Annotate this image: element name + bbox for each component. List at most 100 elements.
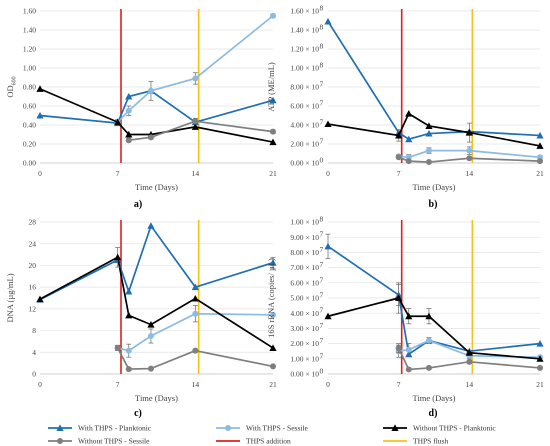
y-tick-label: 1.60 × 10 (290, 7, 319, 16)
legend-label: THPS flush (413, 437, 448, 446)
y-tick-label: 2.00 × 10 (290, 140, 319, 149)
data-point (425, 147, 432, 154)
data-point (425, 122, 433, 129)
legend-marker (225, 425, 231, 431)
data-point (536, 131, 544, 139)
y-tick-label: 0.00 × 10 (290, 370, 319, 379)
panel-label: a) (134, 199, 142, 210)
series-line (327, 20, 541, 141)
data-point (192, 75, 199, 82)
data-point (537, 158, 543, 165)
y-tick-label: 0.80 (23, 83, 36, 92)
data-point (147, 333, 154, 339)
legend-label: THPS addition (246, 437, 291, 446)
x-axis-label: Time (Days) (413, 393, 456, 403)
data-point (125, 107, 132, 114)
data-point (114, 253, 122, 261)
chart-panel-a: 0.00 0.20 0.40 0.60 0.80 1.00 1.20 1.40 1.60 0 7 14… (5, 7, 277, 210)
data-point (425, 129, 433, 137)
x-tick-label: 14 (192, 380, 200, 389)
y-tick-label: 16 (29, 283, 37, 292)
series-line (39, 223, 274, 301)
data-point (425, 364, 432, 371)
y-tick-label: 3.00 × 10 (290, 324, 319, 333)
y-axis-label: 16S rRNA (copies/ µL) (266, 258, 276, 338)
y-tick-exponent: 7 (320, 245, 324, 254)
y-tick-exponent: 7 (320, 351, 324, 360)
y-tick-label: 0.40 (23, 121, 36, 130)
data-point (405, 366, 412, 373)
y-tick-label: 7.00 × 10 (290, 263, 319, 272)
y-tick-label: 4 (32, 348, 36, 357)
x-axis-label: Time (Days) (413, 182, 456, 192)
data-point (537, 364, 543, 371)
legend-item: With THPS - Planktonic (48, 424, 152, 433)
data-point (270, 128, 276, 135)
x-tick-label: 21 (269, 380, 277, 389)
y-tick-label: 0.00 × 10 (290, 159, 319, 168)
data-point (269, 96, 277, 104)
data-point (395, 154, 402, 161)
chart-panel-d: 0.00 × 10 01.00 × 10 72.00 × 10 73.00 × 10 7… (266, 215, 544, 420)
y-tick-label: 4.00 × 10 (290, 121, 319, 130)
y-tick-exponent: 7 (320, 260, 324, 269)
data-point (536, 355, 544, 362)
data-point (466, 155, 473, 162)
legend-label: Without THPS - Sessile (78, 437, 150, 446)
legend-marker (57, 438, 63, 444)
data-point (395, 294, 403, 301)
series-1 (324, 17, 544, 143)
series-line (327, 297, 541, 360)
data-point (425, 312, 433, 320)
data-point (405, 135, 413, 143)
panel-label: c) (134, 408, 142, 419)
legend-marker (56, 424, 64, 431)
y-tick-label: 0.60 (23, 102, 36, 111)
y-tick-label: 6.00 × 10 (290, 102, 319, 111)
data-point (405, 346, 412, 353)
data-point (147, 87, 154, 94)
y-tick-label: 1.60 (23, 7, 36, 16)
x-tick-label: 14 (466, 169, 474, 178)
x-tick-label: 0 (38, 380, 42, 389)
series-1 (36, 87, 277, 127)
y-tick-label: 1.00 × 10 (290, 354, 319, 363)
y-tick-label: 8.00 × 10 (290, 83, 319, 92)
y-tick-exponent: 8 (320, 23, 324, 32)
data-point (125, 287, 133, 295)
y-tick-label: 20 (29, 261, 37, 270)
data-point (425, 159, 432, 166)
data-point (536, 142, 544, 149)
panel-label: b) (429, 199, 438, 210)
x-tick-label: 0 (38, 169, 42, 178)
y-tick-label: 0.00 (23, 159, 36, 168)
series-line (39, 255, 274, 349)
data-point (36, 111, 44, 119)
data-point (125, 366, 132, 373)
data-point (36, 295, 44, 303)
data-point (114, 118, 122, 126)
series-line (128, 120, 274, 142)
y-tick-exponent: 7 (320, 321, 324, 330)
data-point (147, 134, 154, 141)
x-tick-label: 21 (269, 169, 277, 178)
y-tick-label: 1.20 × 10 (290, 45, 319, 54)
y-tick-label: 8.00 × 10 (290, 248, 319, 257)
y-tick-exponent: 7 (320, 336, 324, 345)
data-point (125, 311, 133, 319)
y-axis-label: OD600 (5, 76, 18, 97)
data-point (114, 344, 121, 351)
y-tick-exponent: 8 (320, 61, 324, 70)
series-line (39, 89, 274, 125)
series-line (327, 245, 541, 356)
y-tick-exponent: 7 (320, 99, 324, 108)
y-tick-label: 1.00 × 10 (290, 218, 319, 227)
legend: With THPS - Planktonic With THPS - Sessil… (48, 424, 496, 446)
y-tick-exponent: 7 (320, 80, 324, 89)
legend-label: With THPS - Sessile (246, 424, 309, 433)
legend-item: With THPS - Sessile (216, 424, 309, 433)
y-tick-label: 6.00 × 10 (290, 278, 319, 287)
data-point (324, 120, 332, 128)
y-axis-label: ATP (ME/mL) (266, 62, 276, 112)
